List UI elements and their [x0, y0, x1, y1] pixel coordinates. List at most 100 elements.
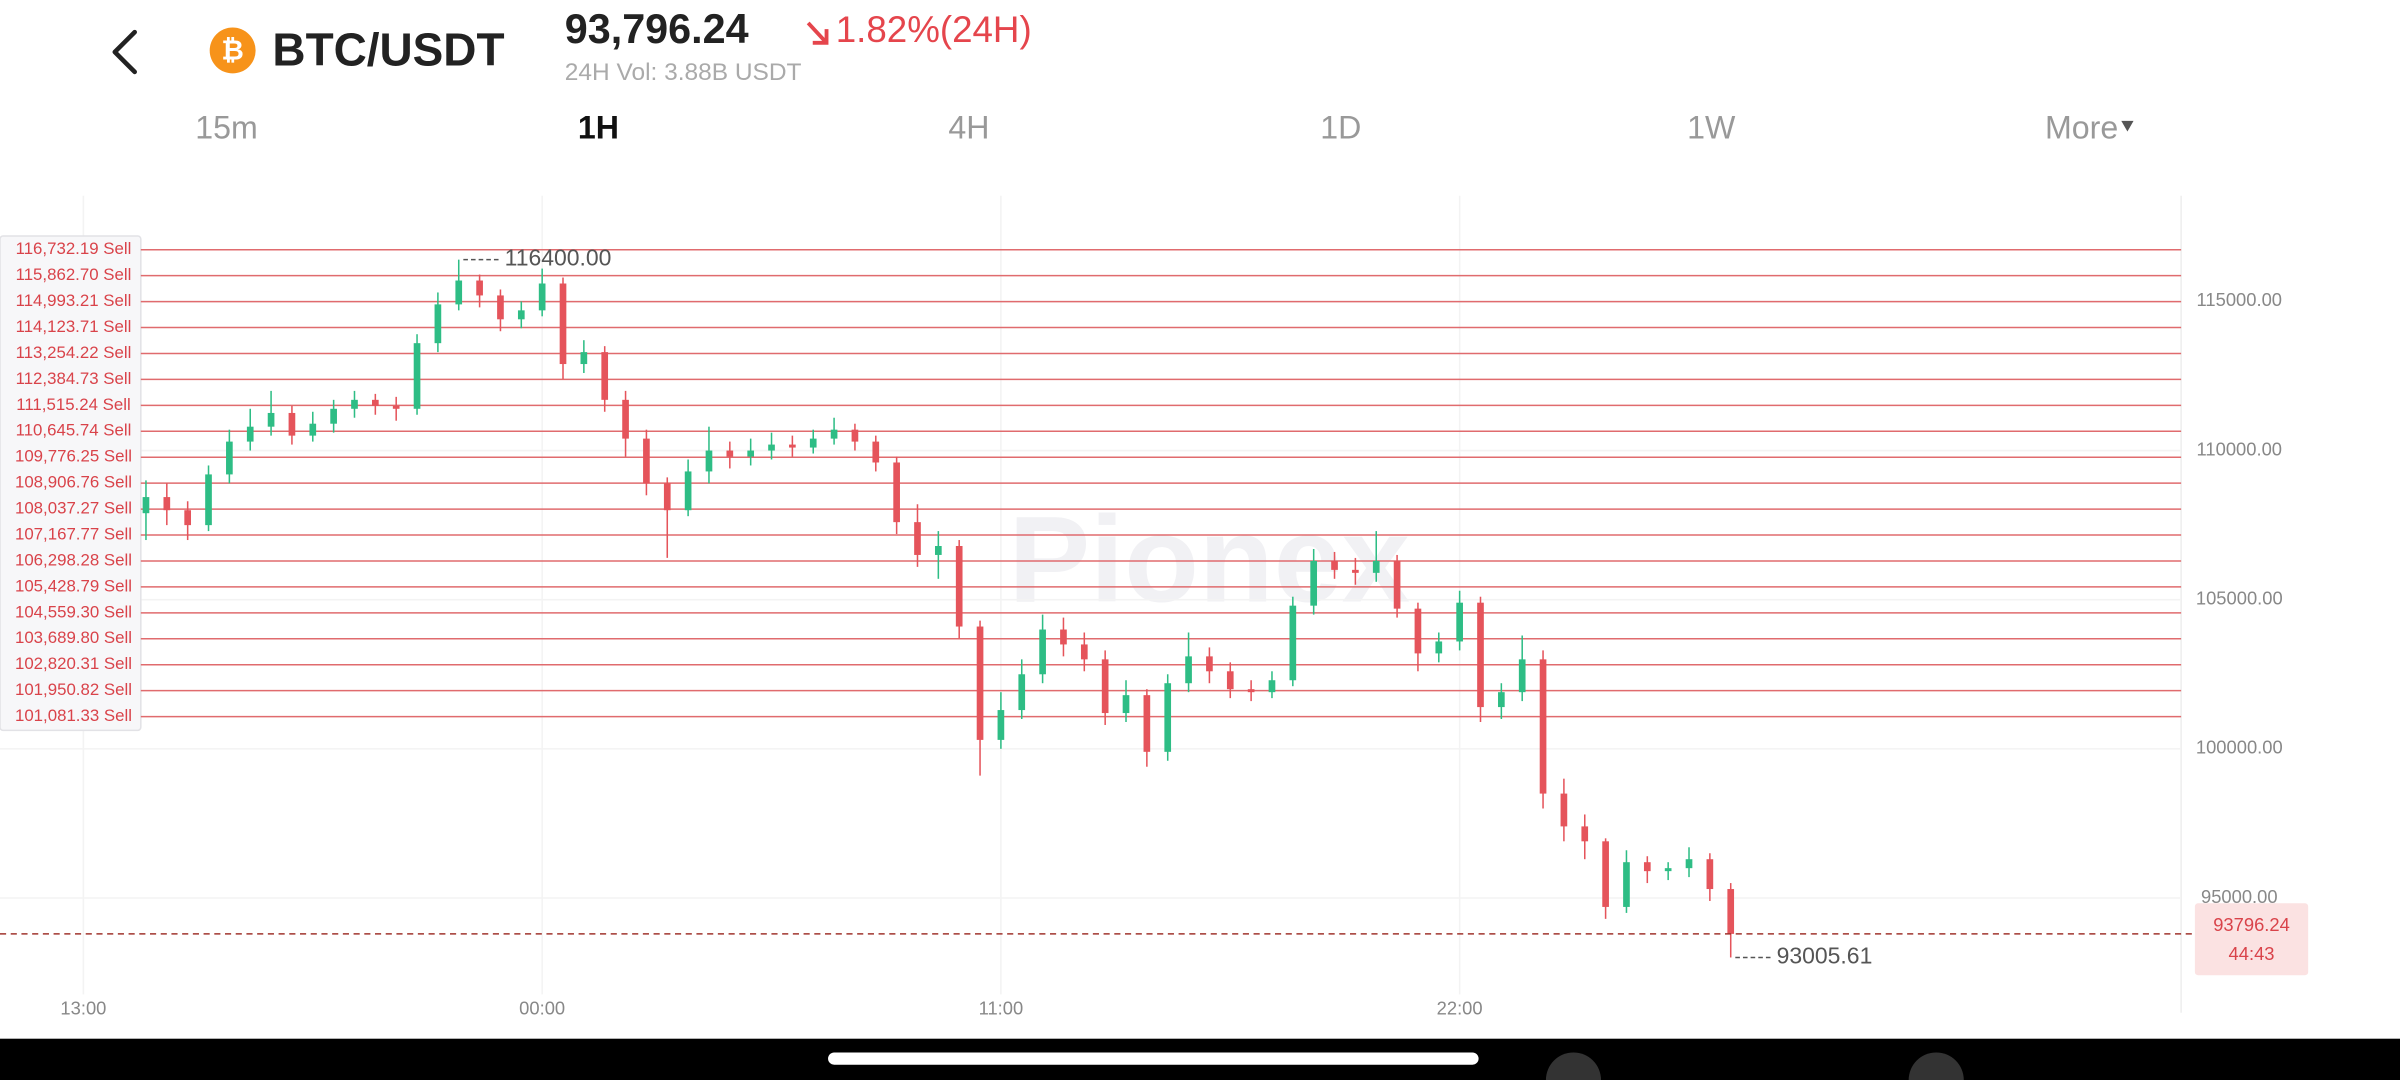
candle-body [935, 546, 942, 555]
candle-body [830, 429, 838, 439]
candle-body [1518, 659, 1526, 693]
tab[interactable]: 1H [578, 110, 619, 146]
candle-body [914, 522, 921, 555]
candle-body [559, 283, 567, 365]
candle-body [601, 352, 609, 400]
candle-body [851, 429, 859, 442]
back-button[interactable] [112, 29, 137, 75]
sell-order-label: 110,645.74 Sell [16, 421, 132, 440]
candle-body [205, 474, 212, 526]
candle-body [288, 412, 296, 436]
sell-order-label: 109,776.25 Sell [15, 447, 132, 466]
candle-body [1060, 629, 1067, 645]
candle-body [580, 352, 588, 365]
candle-body [893, 462, 900, 523]
candle-body [351, 399, 358, 409]
candle-body [663, 483, 671, 511]
tab[interactable]: 15m [195, 110, 258, 146]
candle-body [1080, 644, 1088, 660]
sell-order-label: 115,862.70 Sell [16, 265, 132, 284]
y-tick-label: 100000.00 [2196, 737, 2283, 758]
countdown: 44:43 [2229, 943, 2275, 964]
candle-body [789, 444, 796, 448]
candle-body [1602, 841, 1609, 907]
candle-body [1206, 656, 1213, 672]
candle-body [705, 450, 713, 472]
y-tick-label: 115000.00 [2197, 289, 2282, 310]
candle-body [684, 471, 692, 511]
candle-body [517, 310, 525, 320]
candle-body [1560, 793, 1568, 827]
candle-body [1477, 602, 1484, 708]
nav-dot [1545, 1052, 1602, 1080]
sell-order-label: 114,993.21 Sell [16, 291, 132, 310]
candle-body [768, 444, 775, 451]
x-tick-label: 00:00 [519, 997, 565, 1018]
sell-order-label: 112,384.73 Sell [16, 369, 132, 388]
candle-body [1143, 695, 1151, 752]
volume: 24H Vol: 3.88B USDT [565, 59, 802, 86]
sell-order-label: 104,559.30 Sell [15, 602, 132, 621]
y-tick-label: 110000.00 [2197, 438, 2282, 459]
candle-body [392, 405, 400, 409]
dropdown-caret [2121, 120, 2134, 132]
candle-body [1706, 859, 1714, 890]
sell-order-label: 102,820.31 Sell [15, 654, 132, 673]
candle-body [1414, 608, 1422, 654]
coin-icon [209, 27, 256, 74]
sell-order-label: 114,123.71 Sell [16, 317, 132, 336]
candle-body [1435, 641, 1443, 654]
sell-order-label: 111,515.24 Sell [16, 395, 131, 414]
sell-order-label: 108,906.76 Sell [15, 473, 132, 492]
candle-body [997, 710, 1005, 740]
candle-body [246, 426, 254, 442]
nav-dot [1908, 1052, 1964, 1080]
high-marker-label: 116400.00 [505, 245, 612, 271]
candle-body [809, 438, 817, 448]
low-marker-label: 93005.61 [1777, 943, 1873, 969]
candle-body [747, 450, 755, 457]
watermark: Pionex [1008, 490, 1409, 627]
price: 93,796.24 [565, 6, 749, 52]
sell-order-label: 108,037.27 Sell [15, 499, 132, 518]
candle-body [455, 280, 463, 305]
candle-body [1372, 560, 1380, 573]
tab[interactable]: 1D [1320, 110, 1361, 146]
tab[interactable]: 1W [1687, 110, 1736, 146]
candle-body [413, 343, 421, 409]
sell-order-label: 101,081.33 Sell [15, 706, 132, 725]
tab[interactable]: More [2045, 110, 2118, 146]
candle-body [1643, 862, 1651, 872]
tab[interactable]: 4H [948, 110, 989, 146]
candle-body [1101, 659, 1109, 714]
candle-body [1685, 859, 1693, 869]
home-indicator[interactable] [828, 1052, 1479, 1065]
candle-body [476, 280, 483, 296]
candle-body [1247, 689, 1255, 693]
candle-body [1623, 862, 1630, 907]
candle-body [1498, 692, 1505, 708]
candle-body [1185, 656, 1192, 684]
candle-body [142, 497, 150, 514]
candle-body [1226, 671, 1234, 690]
sell-order-label: 105,428.79 Sell [15, 576, 132, 595]
chart: Pionex 95000.00 100000.00 105000.00 110000.0… [0, 195, 2309, 1018]
candle-body [1310, 560, 1318, 606]
candle-body [1331, 560, 1338, 570]
candle-body [1268, 680, 1276, 693]
candle-body [643, 438, 650, 484]
current-price-label: 93796.24 [2213, 914, 2290, 935]
candle-body [184, 510, 192, 526]
candle-body [1456, 602, 1463, 642]
sell-order-label: 113,254.22 Sell [16, 343, 132, 362]
candle-body [1164, 683, 1172, 752]
candle-body [1727, 889, 1735, 934]
candle-body [330, 408, 337, 424]
candle-body [372, 399, 379, 406]
price-change: 1.82%(24H) [836, 9, 1032, 50]
candle-body [976, 626, 984, 740]
candle-body [1539, 659, 1547, 794]
candle-body [226, 441, 233, 475]
coin-symbol: ₿ [221, 34, 243, 65]
